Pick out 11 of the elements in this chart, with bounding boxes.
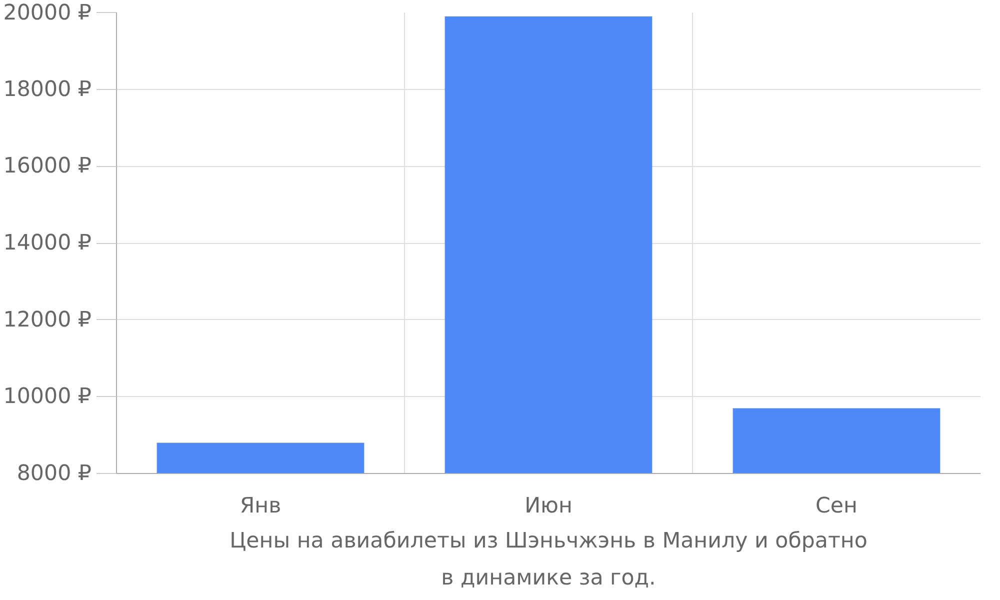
x-tick-label: Янв bbox=[240, 494, 282, 518]
y-tick-label: 20000 ₽ bbox=[3, 0, 92, 26]
y-tick-label: 16000 ₽ bbox=[3, 154, 92, 179]
y-tick-label: 18000 ₽ bbox=[3, 76, 92, 102]
text: Цены на авиабилеты из Шэньчжэнь в Манилу и обратно в динамике за год. bbox=[230, 528, 868, 590]
y-tick-label: 10000 ₽ bbox=[3, 384, 92, 410]
y-tick-label: 12000 ₽ bbox=[3, 307, 92, 332]
x-tick-label: Сен bbox=[816, 494, 858, 518]
x-tick-label: Июн bbox=[524, 494, 572, 518]
y-tick-label: 14000 ₽ bbox=[3, 230, 92, 256]
y-tick-label: 8000 ₽ bbox=[16, 461, 92, 486]
